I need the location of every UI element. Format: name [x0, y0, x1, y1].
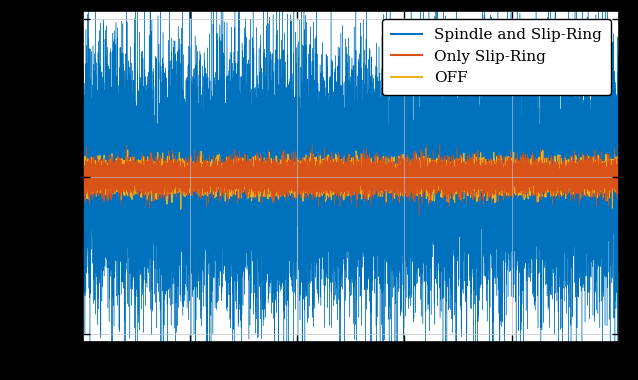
Legend: Spindle and Slip-Ring, Only Slip-Ring, OFF: Spindle and Slip-Ring, Only Slip-Ring, O… [382, 19, 611, 95]
